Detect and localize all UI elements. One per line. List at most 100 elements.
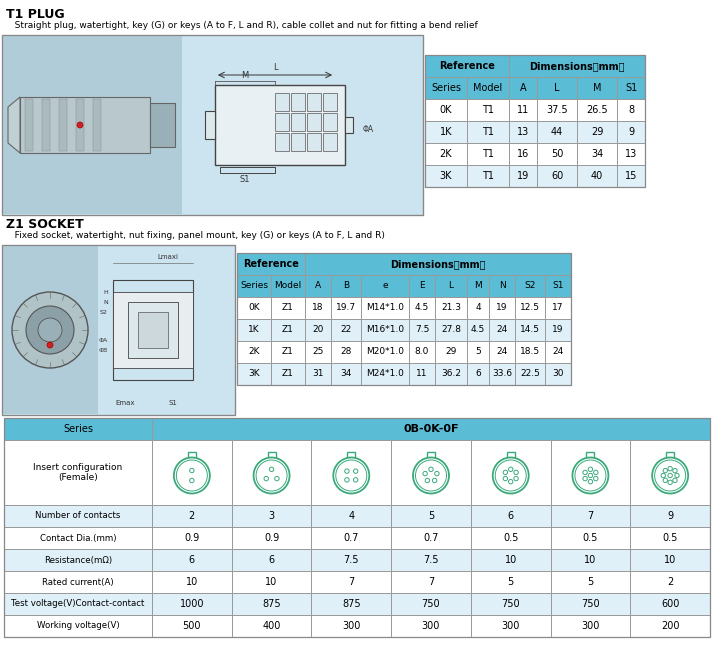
Bar — [467, 77, 509, 99]
Bar — [467, 297, 489, 319]
Text: Reference: Reference — [439, 61, 495, 71]
Circle shape — [353, 469, 358, 473]
Text: 7: 7 — [588, 511, 593, 521]
Bar — [509, 143, 537, 165]
Text: 34: 34 — [591, 149, 603, 159]
Circle shape — [425, 478, 430, 483]
Text: 10: 10 — [584, 555, 597, 565]
Circle shape — [661, 473, 665, 478]
Text: 1000: 1000 — [180, 599, 204, 609]
Circle shape — [675, 473, 679, 478]
Text: Working voltage(V): Working voltage(V) — [36, 621, 119, 631]
Circle shape — [583, 476, 588, 481]
Circle shape — [673, 469, 677, 473]
Bar — [630, 440, 710, 505]
Bar — [305, 253, 571, 275]
Bar — [489, 363, 515, 385]
Bar — [515, 341, 545, 363]
Bar — [275, 113, 289, 131]
Text: A: A — [315, 281, 321, 290]
Bar — [232, 527, 311, 549]
Text: 44: 44 — [551, 127, 563, 137]
Bar — [545, 275, 571, 297]
Bar — [471, 549, 550, 571]
Bar — [577, 77, 617, 99]
Bar — [550, 440, 630, 505]
Bar — [471, 571, 550, 593]
Text: Fixed socket, watertight, nut fixing, panel mount, key (G) or keys (A to F, L an: Fixed socket, watertight, nut fixing, pa… — [6, 231, 385, 240]
Bar — [471, 527, 550, 549]
Bar — [467, 275, 489, 297]
Bar — [4, 505, 152, 527]
Bar — [307, 93, 321, 111]
Text: 31: 31 — [312, 369, 323, 378]
Circle shape — [176, 460, 207, 491]
Circle shape — [673, 478, 677, 483]
Text: 5: 5 — [475, 347, 481, 356]
Text: T1: T1 — [482, 149, 494, 159]
Text: 0.9: 0.9 — [264, 533, 279, 543]
Circle shape — [353, 478, 358, 482]
Bar — [507, 452, 515, 457]
Text: 0.7: 0.7 — [343, 533, 359, 543]
Bar — [509, 55, 645, 77]
Text: 18: 18 — [312, 303, 323, 312]
Text: T1: T1 — [482, 127, 494, 137]
Text: Dimensions（mm）: Dimensions（mm） — [391, 259, 486, 269]
Text: 24: 24 — [553, 347, 563, 356]
Bar — [467, 99, 509, 121]
Text: Z1: Z1 — [282, 325, 294, 334]
Text: 0K: 0K — [248, 303, 260, 312]
Bar — [232, 505, 311, 527]
Text: 24: 24 — [496, 347, 508, 356]
Text: 17: 17 — [552, 303, 564, 312]
Bar — [3, 246, 98, 414]
Bar — [545, 297, 571, 319]
Circle shape — [588, 467, 593, 472]
Bar — [509, 77, 537, 99]
Bar — [577, 143, 617, 165]
Text: 24: 24 — [496, 325, 508, 334]
Bar — [550, 593, 630, 615]
Text: 15: 15 — [625, 171, 637, 181]
Text: B: B — [343, 281, 349, 290]
Bar — [435, 341, 467, 363]
Bar — [345, 117, 353, 133]
Circle shape — [174, 457, 210, 494]
Text: 22.5: 22.5 — [520, 369, 540, 378]
Text: T1 PLUG: T1 PLUG — [6, 8, 65, 21]
Bar — [409, 341, 435, 363]
Text: 36.2: 36.2 — [441, 369, 461, 378]
Text: 20: 20 — [312, 325, 323, 334]
Bar — [275, 93, 289, 111]
Text: Series: Series — [240, 281, 268, 290]
Text: 750: 750 — [422, 599, 441, 609]
Text: 0B-0K-0F: 0B-0K-0F — [403, 424, 459, 434]
Circle shape — [503, 470, 508, 474]
Text: S1: S1 — [240, 174, 250, 183]
Circle shape — [508, 467, 513, 472]
Circle shape — [668, 473, 673, 478]
Text: 10: 10 — [266, 577, 278, 587]
Polygon shape — [8, 97, 20, 153]
Text: 11: 11 — [416, 369, 428, 378]
Text: 2: 2 — [188, 511, 195, 521]
Text: 1K: 1K — [248, 325, 260, 334]
Bar — [152, 418, 710, 440]
Circle shape — [333, 457, 369, 494]
Text: 1K: 1K — [440, 127, 452, 137]
Bar — [537, 143, 577, 165]
Bar — [232, 593, 311, 615]
Circle shape — [593, 476, 598, 481]
Bar — [630, 527, 710, 549]
Bar — [331, 341, 361, 363]
Text: 8.0: 8.0 — [415, 347, 429, 356]
Bar — [311, 505, 391, 527]
Circle shape — [588, 473, 593, 478]
Text: 6: 6 — [475, 369, 481, 378]
Bar — [237, 341, 271, 363]
Text: Z1 SOCKET: Z1 SOCKET — [6, 218, 84, 231]
Bar — [361, 319, 409, 341]
Bar — [268, 452, 276, 457]
Bar — [435, 363, 467, 385]
